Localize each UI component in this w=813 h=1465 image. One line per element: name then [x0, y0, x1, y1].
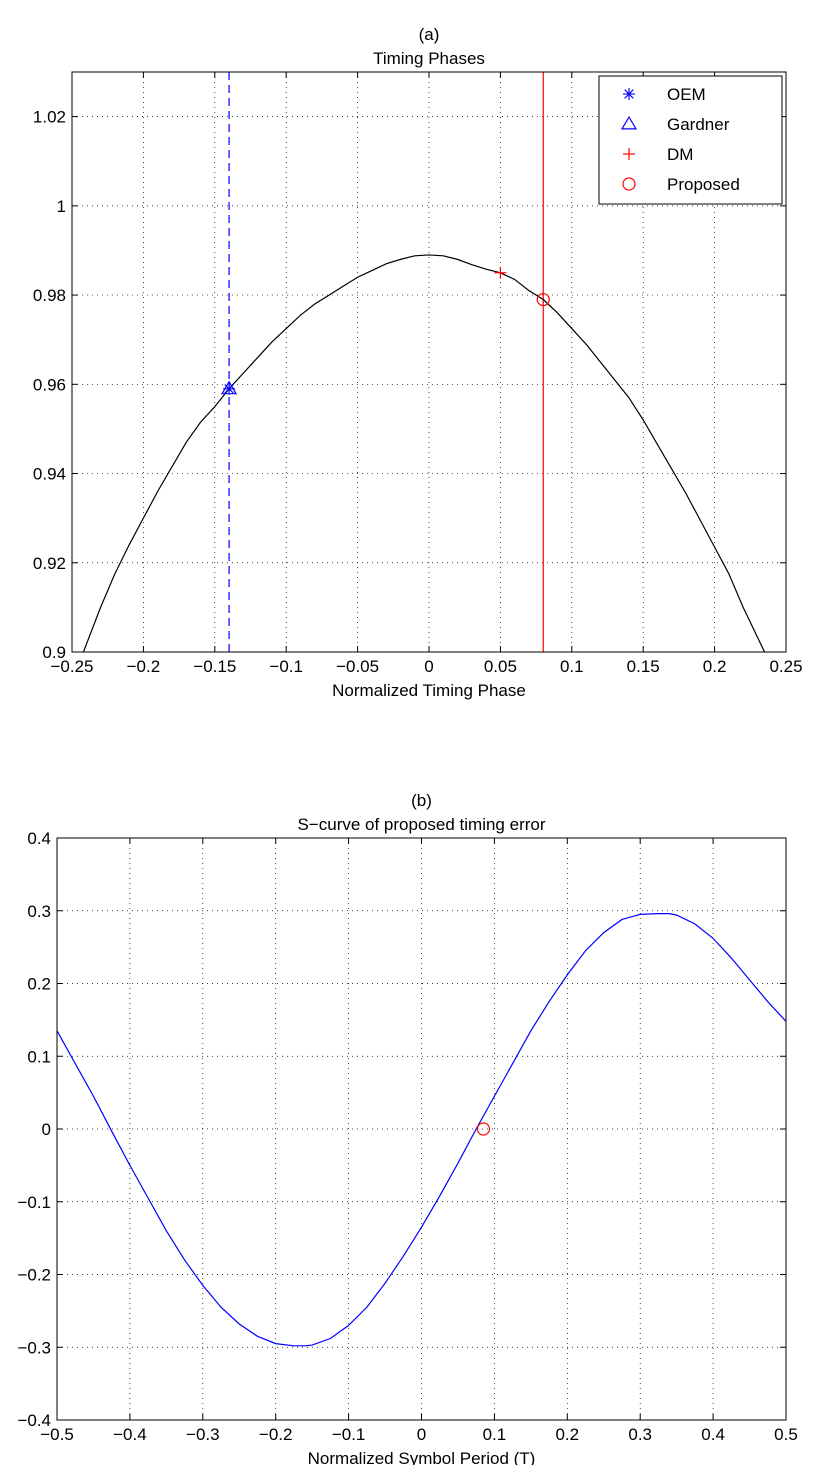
x-tick-label: 0.5: [774, 1425, 798, 1444]
legend-marker-oem: [623, 88, 635, 100]
x-tick-label: −0.3: [186, 1425, 220, 1444]
x-tick-label: 0.1: [560, 657, 584, 676]
plot-content: [82, 72, 766, 652]
legend-label-proposed: Proposed: [667, 175, 740, 194]
chart-a: −0.25 −0.2 −0.15 −0.1 −0.05 0 0.05 0.1 0.15 0.2 0.…: [33, 25, 803, 700]
x-tick-label: −0.4: [113, 1425, 147, 1444]
y-tick-label: 0.96: [33, 375, 66, 394]
marker-point-0: [476, 1122, 491, 1136]
series-line: [82, 254, 766, 652]
marker-gardner: [221, 380, 238, 395]
x-axis-label: Normalized Timing Phase: [332, 681, 526, 700]
y-tick-label: 0.98: [33, 286, 66, 305]
x-tick-label: −0.15: [193, 657, 236, 676]
x-tick-label: 0.1: [483, 1425, 507, 1444]
x-tick-label: −0.1: [269, 657, 303, 676]
x-tick-label: 0.2: [555, 1425, 579, 1444]
x-tick-label: −0.25: [50, 657, 93, 676]
x-tick-label: 0: [417, 1425, 426, 1444]
y-tick-label: 0.1: [27, 1047, 51, 1066]
marker-dm: [494, 266, 507, 279]
chart-title: S−curve of proposed timing error: [297, 815, 545, 834]
plot-content: [57, 913, 786, 1347]
y-tick-label: −0.4: [17, 1411, 51, 1430]
x-tick-label: −0.1: [332, 1425, 366, 1444]
legend-marker-dm: [623, 148, 635, 160]
x-tick-label: 0.4: [701, 1425, 725, 1444]
x-axis-label: Normalized Symbol Period (T): [308, 1449, 536, 1465]
x-tick-label: −0.2: [127, 657, 161, 676]
x-tick-label: 0.15: [627, 657, 660, 676]
y-tick-label: −0.1: [17, 1193, 51, 1212]
y-tick-label: 0.94: [33, 465, 66, 484]
legend-marker-gardner: [620, 115, 638, 130]
ticks: −0.25 −0.2 −0.15 −0.1 −0.05 0 0.05 0.1 0.15 0.2 0.…: [33, 72, 803, 676]
y-tick-label: 0.4: [27, 829, 51, 848]
legend-label-gardner: Gardner: [667, 115, 730, 134]
x-tick-label: 0.3: [628, 1425, 652, 1444]
ticks: −0.5 −0.4 −0.3 −0.2 −0.1 0 0.1 0.2 0.3 0.4 0.5−0.4…: [17, 829, 797, 1444]
y-tick-label: 1: [57, 197, 66, 216]
legend: OEM Gardner DM Proposed: [598, 75, 783, 205]
chart-b: −0.5 −0.4 −0.3 −0.2 −0.1 0 0.1 0.2 0.3 0.4 0.5−0.4…: [17, 791, 797, 1465]
legend-label-oem: OEM: [667, 85, 706, 104]
x-tick-label: −0.5: [40, 1425, 74, 1444]
x-tick-label: 0.25: [769, 657, 802, 676]
y-tick-label: 0.92: [33, 554, 66, 573]
chart-panel-label: (b): [411, 791, 432, 810]
x-tick-label: 0: [424, 657, 433, 676]
chart-panel-label: (a): [419, 25, 440, 44]
x-tick-label: 0.2: [703, 657, 727, 676]
y-tick-label: −0.2: [17, 1266, 51, 1285]
x-tick-label: −0.05: [336, 657, 379, 676]
y-tick-label: 1.02: [33, 108, 66, 127]
marker-proposed: [536, 292, 550, 307]
x-tick-label: −0.2: [259, 1425, 293, 1444]
y-tick-label: 0: [42, 1120, 51, 1139]
chart-title: Timing Phases: [373, 49, 485, 68]
y-tick-label: 0.9: [42, 643, 66, 662]
y-tick-label: 0.2: [27, 975, 51, 994]
y-tick-label: 0.3: [27, 902, 51, 921]
x-tick-label: 0.05: [484, 657, 517, 676]
legend-marker-proposed: [622, 177, 636, 191]
y-tick-label: −0.3: [17, 1338, 51, 1357]
series-line: [57, 913, 786, 1347]
legend-label-dm: DM: [667, 145, 693, 164]
